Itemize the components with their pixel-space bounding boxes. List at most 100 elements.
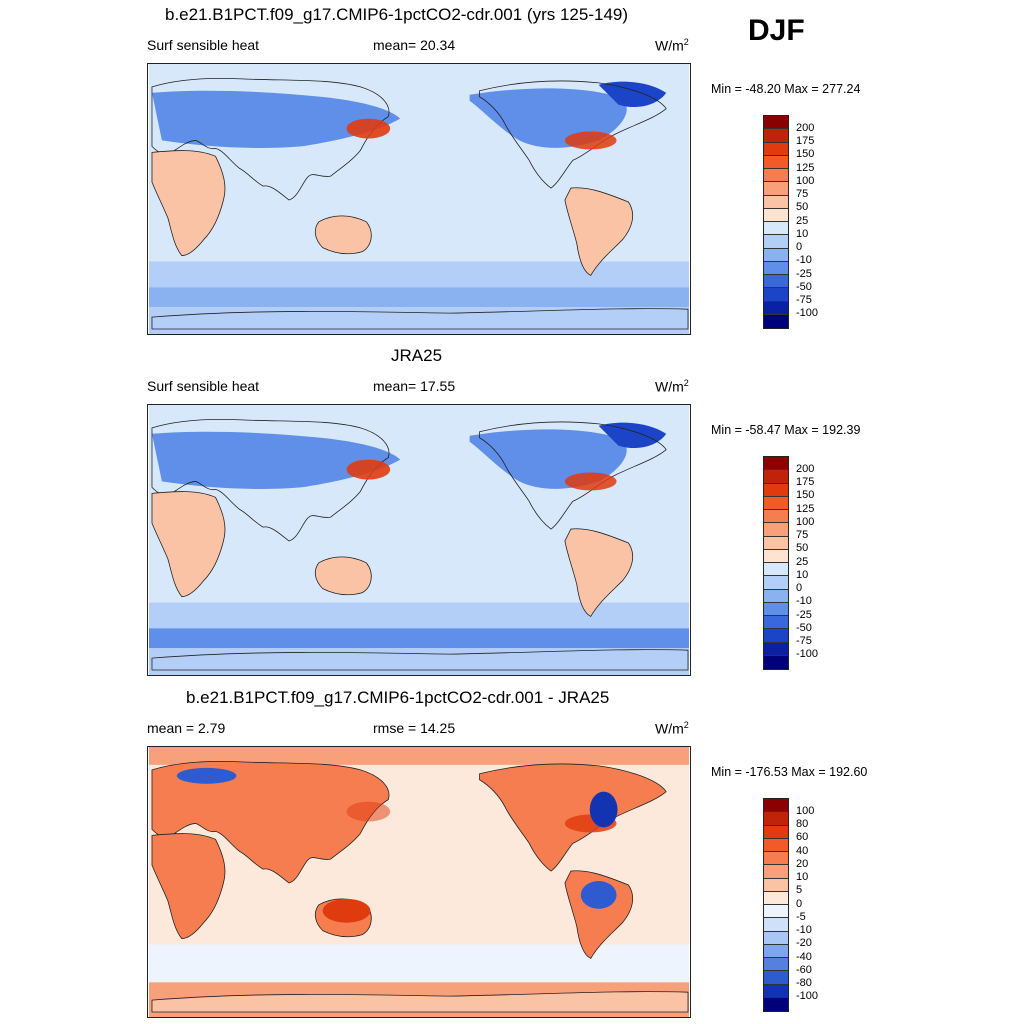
colorbar-swatch: [764, 865, 788, 879]
colorbar-swatch: [764, 616, 788, 630]
colorbar-tick-label: -100: [796, 990, 819, 1003]
colorbar-swatch: [764, 984, 788, 998]
colorbar-swatch: [764, 655, 788, 669]
colorbar-tick-label: 80: [796, 818, 809, 830]
colorbar-swatch: [764, 301, 788, 315]
colorbar-tick-label: 10: [796, 227, 809, 240]
colorbar-tick-label: -25: [796, 608, 812, 621]
colorbar-tick-label: -10: [796, 924, 812, 936]
colorbar-swatch: [764, 812, 788, 826]
colorbar-tick-label: -100: [796, 648, 819, 661]
panel-2-mean-label: mean= 17.55: [373, 378, 456, 394]
colorbar-tick-label: -40: [796, 950, 812, 963]
colorbar-tick-label: -25: [796, 267, 812, 280]
colorbar-tick-label: -75: [796, 294, 812, 306]
panel-1-map: [147, 63, 691, 335]
colorbar-tick-label: -75: [796, 635, 812, 647]
colorbar-swatch: [764, 222, 788, 236]
colorbar-tick-label: 150: [796, 148, 815, 161]
colorbar-swatch: [764, 576, 788, 590]
colorbar-swatch: [764, 944, 788, 958]
panel-3-minmax: Min = -176.53 Max = 192.60: [711, 765, 868, 779]
colorbar-swatch: [764, 536, 788, 550]
panel-1-variable-label: Surf sensible heat: [147, 37, 260, 53]
colorbar-swatch: [764, 275, 788, 289]
panel-1-title: b.e21.B1PCT.f09_g17.CMIP6-1pctCO2-cdr.00…: [165, 5, 629, 24]
panel-3-mean-label: mean = 2.79: [147, 720, 226, 736]
panel-2-map: [147, 404, 691, 676]
colorbar-swatch: [764, 549, 788, 563]
colorbar-tick-label: -10: [796, 595, 812, 608]
panel-1-minmax: Min = -48.20 Max = 277.24: [711, 82, 861, 96]
colorbar-swatch: [764, 589, 788, 603]
colorbar-tick-label: -60: [796, 963, 812, 976]
colorbar-swatch: [764, 878, 788, 892]
panel-2-title: JRA25: [391, 346, 443, 365]
colorbar-tick-label: 125: [796, 161, 815, 174]
panel-2-colorbar: [763, 456, 789, 670]
panel-3-units: W/m2: [655, 720, 689, 737]
colorbar-tick-label: 50: [796, 201, 809, 214]
colorbar-swatch: [764, 248, 788, 262]
colorbar-tick-label: 5: [796, 884, 803, 897]
panel-1-units: W/m2: [655, 37, 689, 54]
colorbar-swatch: [764, 523, 788, 537]
colorbar-swatch: [764, 483, 788, 497]
colorbar-tick-label: 0: [796, 897, 803, 910]
colorbar-tick-label: 20: [796, 857, 809, 870]
colorbar-swatch: [764, 208, 788, 222]
colorbar-swatch: [764, 314, 788, 328]
colorbar-tick-label: -10: [796, 254, 812, 267]
colorbar-tick-label: 0: [796, 241, 803, 253]
colorbar-tick-label: 50: [796, 542, 809, 555]
colorbar-tick-label: 150: [796, 489, 815, 502]
colorbar-swatch: [764, 195, 788, 209]
colorbar-tick-label: -100: [796, 307, 819, 320]
colorbar-swatch: [764, 116, 788, 130]
colorbar-tick-label: 25: [796, 214, 809, 227]
colorbar-swatch: [764, 563, 788, 577]
colorbar-swatch: [764, 799, 788, 813]
colorbar-tick-label: 75: [796, 188, 809, 200]
colorbar-swatch: [764, 642, 788, 656]
colorbar-swatch: [764, 838, 788, 852]
colorbar-swatch: [764, 825, 788, 839]
panel-3-rmse-label: rmse = 14.25: [373, 720, 456, 736]
panel-3-colorbar: [763, 798, 789, 1012]
colorbar-tick-label: 75: [796, 529, 809, 541]
colorbar-swatch: [764, 971, 788, 985]
colorbar-swatch: [764, 997, 788, 1011]
colorbar-swatch: [764, 142, 788, 156]
colorbar-swatch: [764, 155, 788, 169]
colorbar-tick-label: 25: [796, 555, 809, 568]
colorbar-swatch: [764, 510, 788, 524]
colorbar-tick-label: 100: [796, 515, 815, 528]
colorbar-tick-label: 175: [796, 135, 815, 147]
colorbar-tick-label: 200: [796, 462, 815, 475]
panel-3-title: b.e21.B1PCT.f09_g17.CMIP6-1pctCO2-cdr.00…: [186, 688, 610, 707]
colorbar-tick-label: 10: [796, 871, 809, 883]
colorbar-swatch: [764, 169, 788, 183]
colorbar-swatch: [764, 958, 788, 972]
colorbar-swatch: [764, 288, 788, 302]
panel-2-units: W/m2: [655, 378, 689, 395]
colorbar-swatch: [764, 182, 788, 196]
panel-1-colorbar: [763, 115, 789, 329]
colorbar-tick-label: -50: [796, 621, 812, 634]
colorbar-swatch: [764, 931, 788, 945]
colorbar-tick-label: 10: [796, 568, 809, 581]
colorbar-tick-label: 40: [796, 844, 809, 857]
colorbar-swatch: [764, 496, 788, 510]
colorbar-swatch: [764, 470, 788, 484]
colorbar-tick-label: 200: [796, 121, 815, 134]
colorbar-swatch: [764, 235, 788, 249]
colorbar-tick-label: -5: [796, 910, 806, 923]
colorbar-swatch: [764, 457, 788, 471]
panel-3-map: [147, 746, 691, 1018]
colorbar-tick-label: 175: [796, 476, 815, 488]
colorbar-tick-label: 60: [796, 831, 809, 844]
colorbar-tick-label: 125: [796, 502, 815, 515]
colorbar-tick-label: -80: [796, 977, 812, 989]
colorbar-swatch: [764, 918, 788, 932]
colorbar-swatch: [764, 129, 788, 143]
